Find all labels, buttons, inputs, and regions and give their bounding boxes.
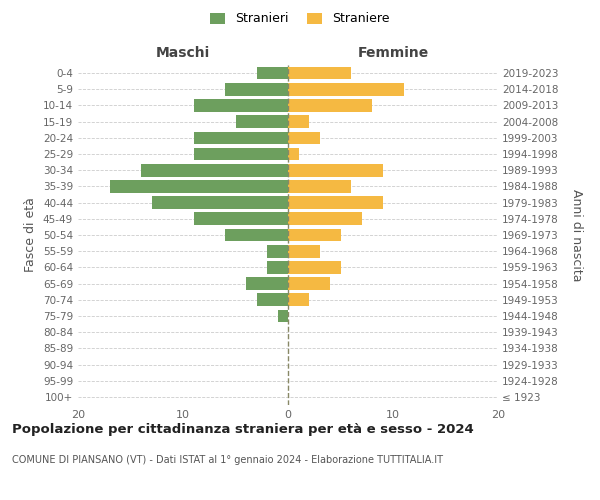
Bar bbox=[288, 278, 330, 290]
Bar bbox=[267, 245, 288, 258]
Bar bbox=[225, 228, 288, 241]
Legend: Stranieri, Straniere: Stranieri, Straniere bbox=[206, 8, 394, 29]
Bar bbox=[288, 228, 341, 241]
Bar bbox=[193, 99, 288, 112]
Bar bbox=[277, 310, 288, 322]
Bar bbox=[267, 261, 288, 274]
Bar bbox=[193, 148, 288, 160]
Bar bbox=[288, 261, 341, 274]
Bar bbox=[288, 99, 372, 112]
Bar bbox=[225, 83, 288, 96]
Bar bbox=[235, 116, 288, 128]
Bar bbox=[246, 278, 288, 290]
Bar bbox=[109, 180, 288, 192]
Text: COMUNE DI PIANSANO (VT) - Dati ISTAT al 1° gennaio 2024 - Elaborazione TUTTITALI: COMUNE DI PIANSANO (VT) - Dati ISTAT al … bbox=[12, 455, 443, 465]
Bar bbox=[288, 116, 309, 128]
Bar bbox=[288, 164, 383, 176]
Bar bbox=[288, 196, 383, 209]
Text: Femmine: Femmine bbox=[358, 46, 428, 60]
Bar bbox=[151, 196, 288, 209]
Y-axis label: Anni di nascita: Anni di nascita bbox=[570, 188, 583, 281]
Bar bbox=[193, 212, 288, 225]
Bar bbox=[288, 83, 404, 96]
Y-axis label: Fasce di età: Fasce di età bbox=[25, 198, 37, 272]
Bar bbox=[257, 67, 288, 80]
Bar bbox=[288, 294, 309, 306]
Bar bbox=[257, 294, 288, 306]
Bar bbox=[288, 245, 320, 258]
Bar bbox=[288, 180, 351, 192]
Bar bbox=[288, 67, 351, 80]
Bar bbox=[288, 148, 299, 160]
Bar bbox=[141, 164, 288, 176]
Bar bbox=[288, 212, 361, 225]
Bar bbox=[288, 132, 320, 144]
Bar bbox=[193, 132, 288, 144]
Text: Maschi: Maschi bbox=[156, 46, 210, 60]
Text: Popolazione per cittadinanza straniera per età e sesso - 2024: Popolazione per cittadinanza straniera p… bbox=[12, 422, 474, 436]
